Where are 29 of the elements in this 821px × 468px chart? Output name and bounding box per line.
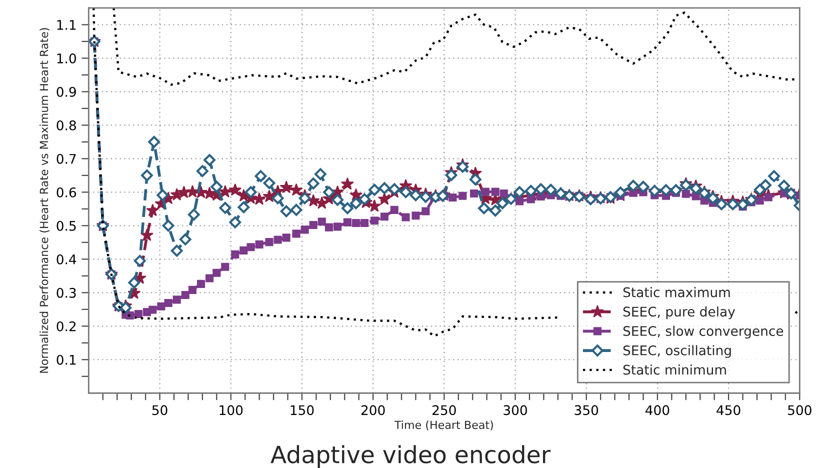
- y-tick-label: 0.9: [56, 86, 76, 97]
- y-tick-label: 1.0: [57, 53, 76, 64]
- x-tick-label: 450: [716, 405, 740, 416]
- x-tick-label: 200: [361, 405, 385, 416]
- y-tick-label: 0.4: [56, 254, 76, 264]
- legend-label: Static maximum: [623, 287, 730, 298]
- y-tick-label: 1.1: [57, 20, 76, 30]
- text: Adaptive video encoder: [270, 445, 551, 468]
- y-tick-label: 0.7: [56, 154, 76, 164]
- y-tick-label: 0.8: [56, 120, 76, 130]
- y-tick-label: 0.5: [56, 220, 76, 231]
- y-tick-label: 0.1: [56, 354, 76, 365]
- x-tick-label: 500: [788, 405, 812, 416]
- y-tick-label: 0.3: [56, 288, 76, 298]
- x-tick-label: 300: [504, 405, 527, 416]
- x-tick-label: 350: [574, 405, 598, 416]
- y-tick-label: 0.2: [56, 321, 76, 332]
- legend-label: SEEC, oscillating: [623, 345, 731, 358]
- x-tick-label: 50: [152, 405, 168, 416]
- legend-label: SEEC, slow convergence: [623, 326, 784, 339]
- x-axis-title: Time (Heart Beat): [394, 420, 493, 430]
- x-tick-label: 250: [432, 405, 456, 416]
- x-tick-label: 150: [290, 405, 314, 416]
- legend-label: SEEC, pure delay: [623, 306, 736, 320]
- x-tick-label: 100: [220, 405, 243, 416]
- y-tick-label: 0.6: [56, 187, 76, 198]
- x-tick-label: 400: [646, 405, 670, 416]
- legend-label: Static minimum: [623, 364, 726, 375]
- y-axis-title: Normalized Performance (Heart Rate vs Maximum Heart Rate): [40, 28, 50, 373]
